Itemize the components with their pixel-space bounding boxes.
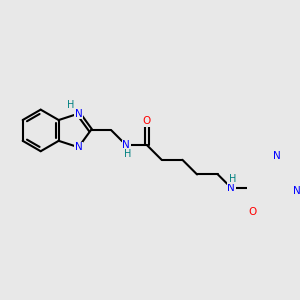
Text: O: O [248,207,256,217]
Text: H: H [68,100,75,110]
Text: N: N [293,186,300,196]
Text: N: N [273,151,281,161]
Text: H: H [229,174,236,184]
Text: H: H [124,149,131,159]
Text: N: N [227,183,235,193]
Text: N: N [75,142,82,152]
Text: O: O [143,116,151,126]
Text: N: N [75,109,82,118]
Text: N: N [122,140,130,150]
